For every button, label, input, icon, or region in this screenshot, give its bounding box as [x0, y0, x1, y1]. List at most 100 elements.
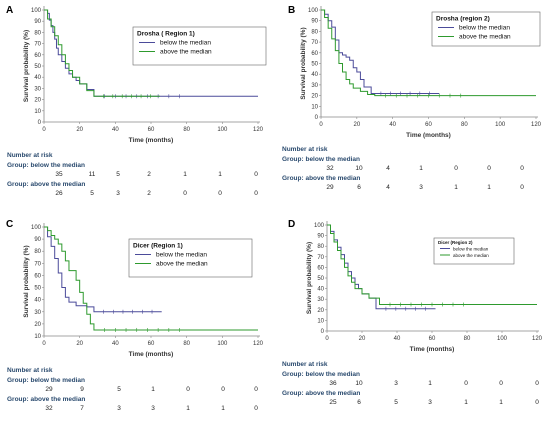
risk-count: 0: [221, 386, 225, 393]
risk-count: 1: [499, 399, 503, 406]
risk-count: 29: [326, 184, 334, 191]
risk-count: 3: [151, 405, 155, 412]
risk-group-label: Group: below the median: [282, 156, 360, 163]
risk-count: 35: [55, 171, 63, 178]
legend-entry: below the median: [459, 25, 510, 32]
legend-entry: above the median: [459, 34, 511, 41]
x-tick-label: 100: [497, 336, 508, 342]
y-tick-label: 20: [311, 94, 318, 100]
y-tick-label: 0: [321, 329, 325, 335]
y-tick-label: 40: [311, 72, 318, 78]
x-tick-label: 100: [495, 122, 506, 128]
y-axis-label: Survival probability (%): [306, 242, 313, 314]
x-tick-label: 60: [425, 122, 432, 128]
y-tick-label: 80: [34, 30, 41, 36]
risk-count: 1: [186, 405, 190, 412]
series-line-above-median: [44, 9, 160, 97]
panel-label: B: [288, 5, 295, 16]
km-panel-b: B 0 10 20 30 40 50 60 70 80 90 100 0 20 40 60 80 100 120 Ti…: [275, 0, 550, 214]
legend-box: [128, 238, 253, 278]
risk-count: 0: [520, 184, 524, 191]
x-axis-label: Time (months): [410, 346, 455, 353]
risk-count: 0: [254, 405, 258, 412]
risk-count: 0: [535, 380, 539, 387]
y-tick-label: 0: [38, 120, 42, 126]
risk-table-title: Number at risk: [282, 146, 328, 153]
risk-count: 32: [45, 405, 53, 412]
risk-count: 10: [355, 165, 363, 172]
y-axis-label: Survival probability (%): [300, 27, 307, 99]
x-axis-label: Time (months): [406, 132, 451, 139]
y-tick-label: 100: [31, 8, 42, 14]
x-tick-label: 60: [429, 336, 436, 342]
x-axis-label: Time (months): [129, 137, 174, 144]
km-panel-c: C 10 20 30 40 50 60 70 80 90 100 0 20 40 60 80 100 120 Tim…: [0, 214, 275, 428]
y-tick-label: 40: [317, 287, 324, 293]
risk-count: 0: [520, 165, 524, 172]
y-tick-label: 50: [317, 276, 324, 282]
x-tick-label: 40: [112, 127, 119, 133]
risk-table-title: Number at risk: [7, 152, 53, 159]
risk-count: 25: [329, 399, 337, 406]
km-panel-d: D 0 10 20 30 40 50 60 70 80 90 100 0 20 40 60 80 100 120 Ti…: [275, 214, 550, 428]
risk-count: 5: [117, 386, 121, 393]
risk-table-title: Number at risk: [282, 361, 328, 368]
y-tick-label: 20: [34, 322, 41, 328]
y-tick-label: 90: [34, 19, 41, 25]
risk-group-label: Group: above the median: [7, 396, 85, 403]
risk-count: 5: [90, 190, 94, 197]
y-tick-label: 40: [34, 75, 41, 81]
y-tick-label: 90: [311, 19, 318, 25]
y-axis-label: Survival probability (%): [23, 30, 30, 102]
y-tick-label: 30: [311, 83, 318, 89]
risk-count: 0: [183, 190, 187, 197]
x-tick-label: 40: [389, 122, 396, 128]
y-tick-label: 80: [317, 244, 324, 250]
series-line-below-median: [321, 9, 440, 94]
legend-box: [433, 237, 515, 265]
risk-count: 7: [80, 405, 84, 412]
risk-count: 0: [464, 380, 468, 387]
risk-count: 1: [218, 171, 222, 178]
risk-count: 29: [45, 386, 53, 393]
risk-count: 5: [116, 171, 120, 178]
risk-count: 0: [254, 190, 258, 197]
legend-entry: above the median: [160, 49, 212, 56]
risk-count: 1: [464, 399, 468, 406]
risk-count: 26: [55, 190, 63, 197]
x-tick-label: 120: [532, 336, 543, 342]
risk-group-label: Group: below the median: [7, 377, 85, 384]
y-tick-label: 20: [34, 98, 41, 104]
series-line-below-median: [327, 224, 436, 310]
x-tick-label: 60: [148, 341, 155, 347]
risk-count: 3: [419, 184, 423, 191]
risk-count: 0: [254, 171, 258, 178]
risk-table-title: Number at risk: [7, 367, 53, 374]
y-tick-label: 50: [34, 286, 41, 292]
risk-count: 0: [499, 380, 503, 387]
panel-label: C: [6, 219, 13, 230]
x-tick-label: 20: [76, 127, 83, 133]
risk-count: 0: [254, 386, 258, 393]
x-tick-label: 100: [217, 341, 228, 347]
legend-title: Dicer (Region 2): [438, 240, 473, 245]
x-tick-label: 60: [148, 127, 155, 133]
risk-count: 6: [357, 184, 361, 191]
risk-count: 3: [394, 380, 398, 387]
legend-title: Drosha (region 2): [436, 16, 490, 23]
x-tick-label: 20: [359, 336, 366, 342]
y-tick-label: 50: [311, 62, 318, 68]
y-tick-label: 30: [34, 310, 41, 316]
risk-group-label: Group: above the median: [7, 181, 85, 188]
y-tick-label: 10: [34, 334, 41, 340]
risk-group-label: Group: above the median: [282, 390, 360, 397]
y-tick-label: 100: [308, 8, 319, 14]
risk-count: 1: [487, 184, 491, 191]
legend-box: [431, 11, 541, 47]
risk-count: 0: [454, 165, 458, 172]
risk-group-label: Group: above the median: [282, 175, 360, 182]
x-axis-label: Time (months): [129, 351, 174, 358]
